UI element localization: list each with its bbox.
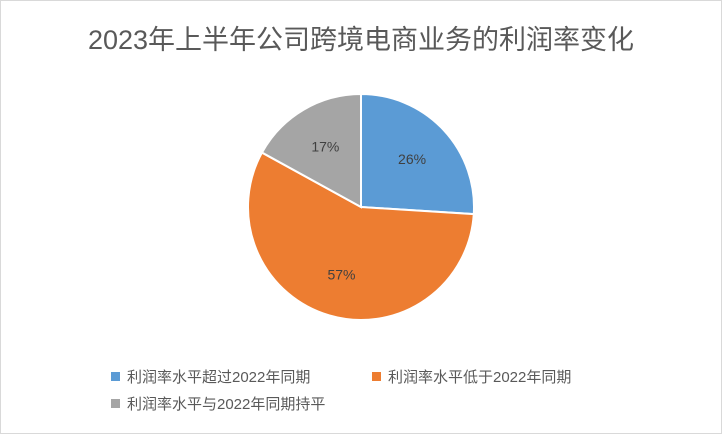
legend-label: 利润率水平与2022年同期持平	[127, 396, 326, 413]
pie-slice	[247, 151, 475, 321]
legend-swatch	[111, 372, 120, 381]
data-label: 57%	[327, 266, 355, 282]
data-label: 26%	[398, 151, 426, 167]
legend-label: 利润率水平低于2022年同期	[388, 369, 572, 386]
legend-item-0: 利润率水平超过2022年同期	[111, 366, 310, 387]
data-label: 17%	[311, 139, 339, 155]
legend-swatch	[372, 372, 381, 381]
pie-slice	[360, 92, 475, 216]
legend-item-1: 利润率水平低于2022年同期	[372, 366, 571, 387]
pie-slice	[260, 92, 362, 209]
chart-title: 2023年上半年公司跨境电商业务的利润率变化	[87, 25, 635, 55]
legend-label: 利润率水平超过2022年同期	[127, 369, 311, 386]
legend-item-2: 利润率水平与2022年同期持平	[111, 393, 325, 414]
legend-swatch	[111, 399, 120, 408]
